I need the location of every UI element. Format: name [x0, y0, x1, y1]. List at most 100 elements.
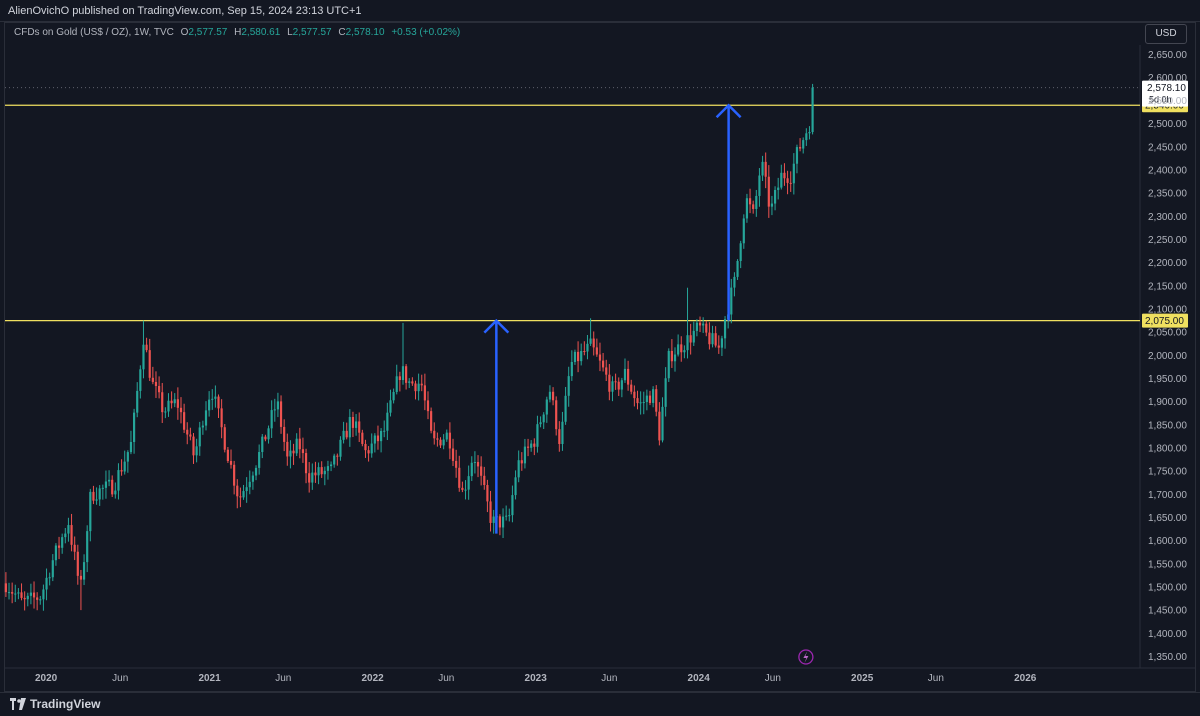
- candle-up: [86, 525, 89, 573]
- candle-up: [723, 316, 727, 349]
- candle-up: [661, 397, 664, 443]
- candle-down: [439, 437, 442, 449]
- candle-body: [329, 464, 333, 467]
- candle-body: [683, 350, 686, 353]
- candle-down: [189, 427, 192, 441]
- candle-body: [677, 344, 680, 355]
- candle-up: [645, 389, 648, 411]
- candle-down: [36, 592, 39, 611]
- candle-body: [767, 176, 770, 207]
- candle-body: [208, 399, 211, 411]
- candle-down: [92, 485, 95, 505]
- candle-up: [639, 391, 642, 415]
- candle-body: [802, 140, 805, 149]
- candle-up: [623, 358, 627, 383]
- candle-body: [373, 435, 376, 444]
- candle-up: [505, 505, 508, 521]
- candle-up: [570, 350, 573, 381]
- last-price-label: 2,578.10: [1147, 83, 1186, 94]
- candle-body: [79, 575, 83, 580]
- candle-body: [67, 525, 70, 534]
- candle-body: [592, 338, 595, 348]
- candle-down: [4, 572, 7, 597]
- candle-up: [805, 128, 808, 146]
- candle-body: [583, 351, 586, 353]
- candle-up: [589, 318, 592, 346]
- price-tick-label: 2,250.00: [1148, 235, 1187, 246]
- candles: [4, 83, 814, 611]
- candle-up: [251, 471, 254, 490]
- candle-up: [45, 568, 48, 601]
- candle-body: [123, 461, 126, 472]
- candle-body: [223, 427, 226, 450]
- low-label: L: [287, 27, 293, 38]
- candle-body: [14, 593, 17, 595]
- candle-up: [542, 412, 545, 430]
- candle-body: [667, 350, 670, 379]
- candle-body: [154, 381, 158, 387]
- candle-body: [57, 545, 61, 548]
- candle-down: [595, 338, 598, 357]
- candle-down: [430, 407, 433, 434]
- candle-up: [686, 287, 689, 359]
- candle-body: [539, 422, 542, 425]
- candle-body: [530, 443, 533, 448]
- candle-up: [289, 440, 292, 469]
- candle-up: [673, 347, 677, 372]
- candle-body: [148, 350, 151, 378]
- candle-body: [95, 499, 98, 501]
- symbol-name[interactable]: CFDs on Gold (US$ / OZ), 1W, TVC: [14, 27, 174, 38]
- candle-down: [320, 461, 323, 478]
- candle-up: [39, 595, 42, 605]
- candle-body: [548, 391, 552, 400]
- candle-up: [42, 584, 45, 611]
- candle-down: [608, 364, 611, 401]
- candle-up: [7, 582, 11, 600]
- candle-up: [17, 588, 20, 600]
- candle-down: [414, 380, 417, 400]
- candle-up: [339, 436, 342, 461]
- candle-body: [392, 391, 395, 401]
- candle-body: [48, 577, 51, 579]
- candle-up: [311, 463, 314, 490]
- candle-up: [389, 389, 392, 417]
- candle-down: [752, 200, 755, 214]
- time-tick-label: Jun: [928, 673, 944, 684]
- candle-up: [329, 461, 333, 472]
- candle-up: [126, 450, 129, 473]
- candle-up: [736, 259, 739, 280]
- publisher-header: AlienOvichO published on TradingView.com…: [0, 0, 1200, 22]
- candle-up: [408, 378, 411, 389]
- candle-body: [789, 182, 792, 184]
- candle-body: [370, 443, 373, 454]
- candle-down: [73, 536, 76, 561]
- candle-body: [473, 462, 476, 464]
- candle-up: [114, 482, 117, 499]
- candle-up: [523, 438, 527, 469]
- candle-up: [620, 377, 623, 398]
- candle-body: [32, 592, 36, 598]
- tradingview-brand[interactable]: TradingView: [10, 697, 100, 711]
- candle-down: [783, 163, 786, 186]
- candle-body: [758, 175, 761, 196]
- candle-body: [89, 491, 92, 532]
- currency-button[interactable]: USD: [1145, 24, 1187, 44]
- candle-up: [720, 335, 724, 356]
- candle-body: [401, 366, 405, 381]
- candle-up: [214, 385, 217, 408]
- candle-body: [508, 515, 511, 517]
- candle-down: [767, 165, 770, 218]
- candle-body: [142, 344, 145, 370]
- candle-body: [386, 412, 389, 431]
- candle-down: [145, 337, 148, 353]
- candle-body: [764, 161, 767, 177]
- candle-body: [561, 421, 564, 445]
- candle-body: [233, 464, 236, 486]
- candle-down: [70, 513, 73, 552]
- candle-body: [658, 411, 661, 441]
- time-tick-label: 2024: [688, 673, 711, 684]
- high-label: H: [234, 27, 242, 38]
- candle-body: [395, 376, 398, 392]
- candle-down: [583, 341, 586, 356]
